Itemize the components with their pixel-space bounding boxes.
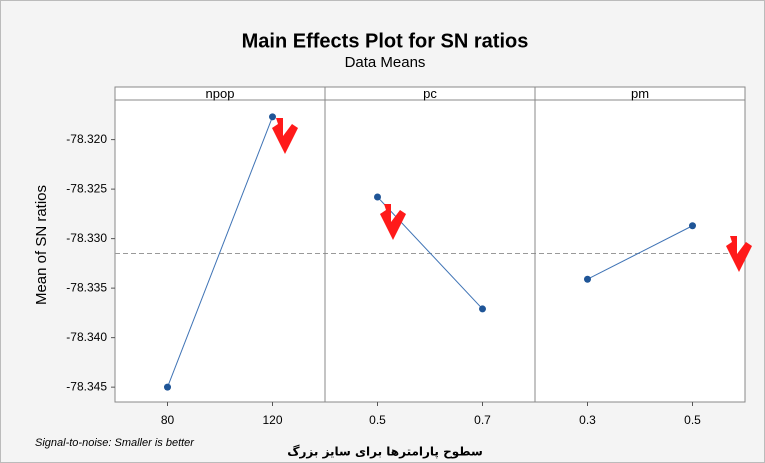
footnote: Signal-to-noise: Smaller is better — [35, 437, 195, 449]
x-tick-label: 0.7 — [474, 413, 491, 427]
x-tick-label: 120 — [262, 413, 282, 427]
panel-label: npop — [206, 86, 235, 101]
point — [479, 305, 486, 313]
arrow — [380, 204, 406, 240]
x-tick-label: 80 — [161, 413, 175, 427]
y-tick-label: -78.340 — [66, 330, 107, 344]
point — [689, 222, 696, 230]
x-tick-label: 0.5 — [369, 413, 386, 427]
point — [374, 193, 381, 201]
plot-area — [114, 86, 746, 403]
y-axis-label: Mean of SN ratios — [33, 185, 50, 305]
point — [584, 275, 591, 283]
point — [164, 383, 171, 391]
x-tick-label: 0.5 — [684, 413, 701, 427]
x-tick-label: 0.3 — [579, 413, 596, 427]
arrow — [272, 118, 298, 154]
y-tick-label: -78.335 — [66, 280, 107, 294]
arrows — [272, 118, 752, 272]
chart-title: Main Effects Plot for SN ratios — [242, 30, 529, 52]
series-line — [587, 225, 693, 280]
y-tick-label: -78.325 — [66, 181, 107, 195]
series-line — [377, 196, 483, 310]
marks: -78.320 -78.325 -78.330 -78.335 -78.340 -78.3… — [66, 86, 746, 427]
y-tick-label: -78.330 — [66, 231, 107, 245]
y-tick-label: -78.320 — [66, 132, 107, 146]
series-line — [167, 116, 273, 388]
x-axis-label: سطوح پارامترها برای سایز بزرگ — [287, 444, 483, 460]
point — [269, 113, 276, 121]
y-tick-label: -78.345 — [66, 379, 107, 393]
panel-label: pm — [631, 86, 649, 101]
chart-subtitle: Data Means — [345, 54, 426, 71]
arrow — [726, 236, 752, 272]
panel-label: pc — [423, 86, 437, 101]
